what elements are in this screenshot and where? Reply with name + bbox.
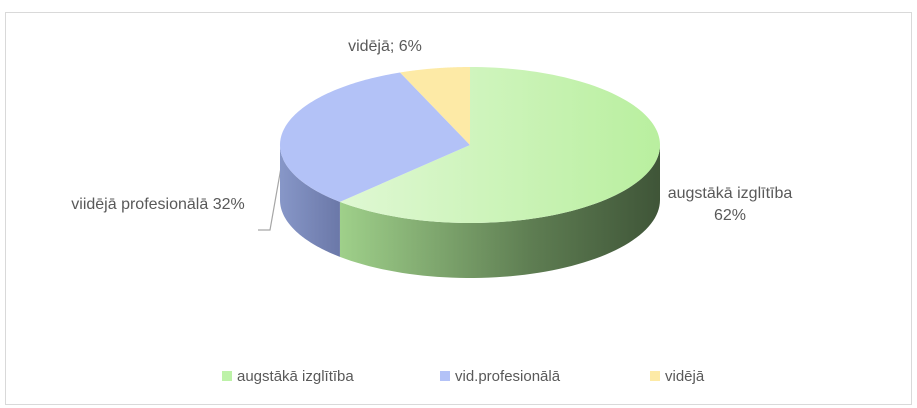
slice bbox=[400, 67, 470, 145]
legend-swatch bbox=[440, 371, 450, 381]
slice bbox=[280, 72, 470, 202]
slice-side bbox=[280, 145, 340, 257]
data-label: augstākā izglītība 62% bbox=[667, 185, 793, 224]
legend-label: vidējā bbox=[665, 368, 705, 385]
legend-swatch bbox=[222, 371, 232, 381]
slice bbox=[339, 67, 660, 223]
data-label: vidējā; 6% bbox=[348, 38, 422, 55]
slice-side bbox=[339, 145, 660, 278]
legend-swatch bbox=[650, 371, 660, 381]
legend-label: augstākā izglītība bbox=[237, 368, 354, 385]
data-label: viidējā profesionālā 32% bbox=[71, 196, 245, 213]
legend-label: vid.profesionālā bbox=[455, 368, 561, 385]
